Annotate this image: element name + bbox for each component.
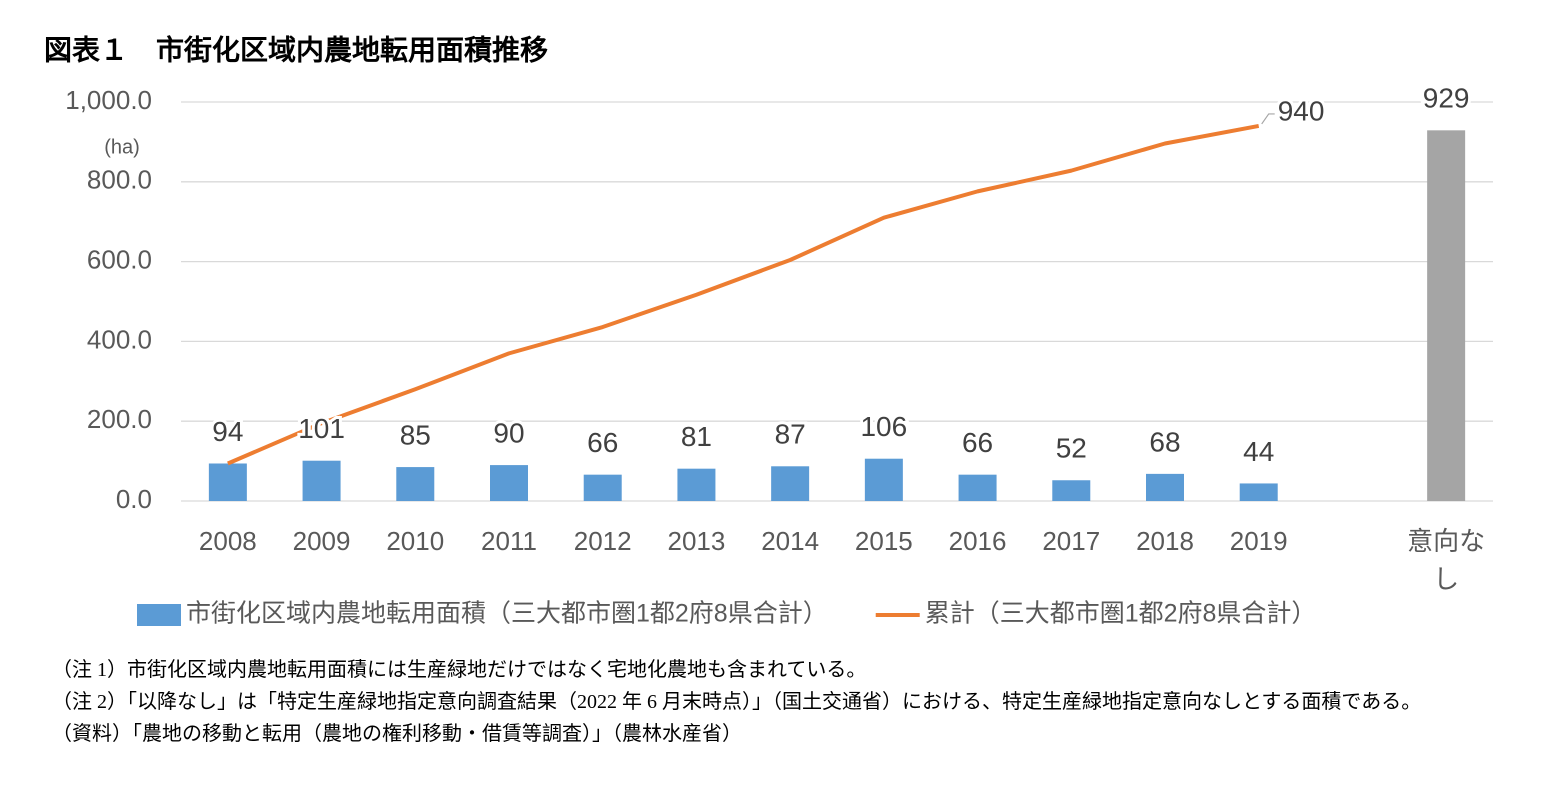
y-tick-label: 600.0 [87, 244, 152, 274]
y-tick-label: 400.0 [87, 324, 152, 354]
note: （注 2）「以降なし」は「特定生産緑地指定意向調査結果（2022 年 6 月末時… [52, 691, 1422, 713]
legend-label: 累計（三大都市圏1都2府8県合計） [925, 600, 1317, 628]
data-label: 66 [962, 427, 993, 458]
bar [864, 458, 903, 501]
bar [490, 465, 528, 501]
x-tick-label-box: 2009 [292, 526, 351, 556]
x-tick-label-box: 2016 [948, 526, 1007, 556]
note: （注 1）市街化区域内農地転用面積には生産緑地だけではなく宅地化農地も含まれてい… [52, 659, 867, 681]
x-tick-label: 2016 [948, 526, 1007, 556]
x-tick-label-box: 意向なし [1407, 526, 1486, 594]
y-tick-label: 1,000.0 [65, 85, 152, 115]
notes: （注 1）市街化区域内農地転用面積には生産緑地だけではなく宅地化農地も含まれてい… [52, 654, 1532, 750]
legend-swatch [137, 604, 181, 626]
bar [1052, 480, 1091, 501]
x-tick-label: 2012 [573, 526, 632, 556]
x-tick-label-box: 2019 [1229, 526, 1288, 556]
bar [208, 463, 247, 501]
y-unit: (ha) [104, 136, 140, 158]
data-label: 90 [493, 417, 524, 448]
data-label: 106 [860, 411, 907, 442]
chart-title: 図表１ 市街化区域内農地転用面積推移 [44, 33, 548, 65]
x-tick-label-box [1306, 522, 1400, 612]
data-label: 94 [212, 416, 243, 447]
legend-label: 市街化区域内農地転用面積（三大都市圏1都2府8県合計） [186, 600, 828, 628]
x-tick-label-box: 2014 [761, 526, 820, 556]
bar [583, 474, 622, 501]
x-tick-label: 2008 [198, 526, 257, 556]
data-label: 81 [681, 421, 712, 452]
x-tick-label: 2017 [1042, 526, 1101, 556]
x-tick-label: 2011 [481, 526, 537, 556]
data-label: 85 [400, 419, 431, 450]
line [227, 123, 1260, 466]
data-label: 940 [1278, 95, 1325, 126]
chart: 図表１ 市街化区域内農地転用面積推移 (ha) 0.0 200.0 400.0 600… [44, 33, 1493, 628]
x-tick-label-box: 2015 [854, 526, 913, 556]
bar [677, 468, 716, 501]
data-label: 101 [298, 413, 345, 444]
y-tick-label: 800.0 [87, 165, 152, 195]
bar [958, 474, 997, 501]
x-tick-label: 2018 [1136, 526, 1194, 556]
x-tick-label: 2013 [667, 526, 726, 556]
bar [1239, 483, 1278, 501]
data-label: 929 [1423, 83, 1470, 114]
label-leader [1261, 113, 1275, 125]
note: （資料）「農地の移動と転用（農地の権利移動・借賃等調査）」（農林水産省） [52, 723, 742, 745]
data-label: 44 [1243, 436, 1274, 467]
bar [302, 460, 341, 501]
x-tick-label: 2015 [854, 526, 913, 556]
x-tick-label-box: 2013 [667, 526, 726, 556]
y-tick-label: 200.0 [87, 404, 152, 434]
x-tick-label-box: 2008 [198, 526, 257, 556]
bar [771, 466, 810, 501]
x-tick-label-box: 2010 [386, 526, 445, 556]
data-label: 87 [775, 419, 806, 450]
x-tick-label-box: 2018 [1136, 526, 1194, 556]
data-label: 66 [587, 427, 618, 458]
x-tick-label-box: 2017 [1042, 526, 1101, 556]
data-label: 68 [1149, 426, 1180, 457]
data-label: 52 [1056, 433, 1087, 464]
x-tick-label-box: 2011 [481, 526, 537, 556]
x-tick-label: 2014 [761, 526, 820, 556]
x-tick-label: 2009 [292, 526, 351, 556]
bar [396, 467, 435, 501]
bar [1427, 130, 1466, 502]
bar [1146, 473, 1184, 501]
y-tick-label: 0.0 [116, 484, 152, 514]
x-tick-label: 2010 [386, 526, 445, 556]
x-tick-label-box: 2012 [573, 526, 632, 556]
x-tick-label: 2019 [1229, 526, 1288, 556]
x-tick-label: 意向なし [1407, 526, 1486, 594]
